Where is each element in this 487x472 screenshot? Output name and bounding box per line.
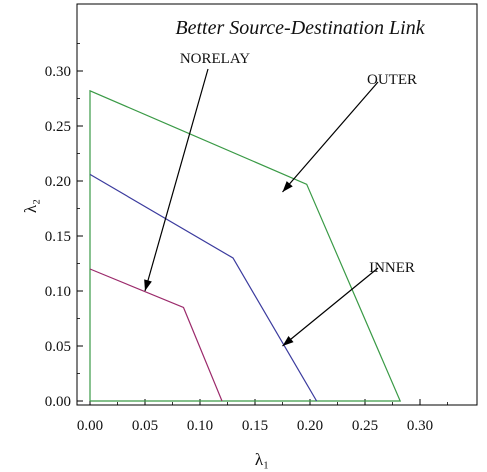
outer-annotation-label: OUTER xyxy=(367,72,417,88)
x-axis-label: λ₁ xyxy=(255,450,269,469)
inner-series-line xyxy=(89,173,318,402)
outer-series-line xyxy=(89,89,402,402)
plot-frame xyxy=(76,3,478,406)
y-axis: 0.00 0.05 0.10 0.15 0.20 0.25 0.30 xyxy=(45,43,83,410)
x-tick-label: 0.15 xyxy=(242,418,268,434)
y-tick-label: 0.10 xyxy=(45,284,71,300)
y-tick-label: 0.20 xyxy=(45,174,71,190)
y-tick-label: 0.15 xyxy=(45,229,71,245)
series-layer xyxy=(89,89,402,402)
x-tick-label: 0.25 xyxy=(352,418,378,434)
y-tick-label: 0.30 xyxy=(45,64,71,80)
x-tick-label: 0.30 xyxy=(407,418,433,434)
x-tick-label: 0.00 xyxy=(77,418,103,434)
x-tick-label: 0.05 xyxy=(132,418,158,434)
norelay-annotation-label: NORELAY xyxy=(180,51,250,67)
outer-arrow-line xyxy=(282,81,379,193)
annotation-layer: NORELAY OUTER INNER xyxy=(144,51,417,347)
inner-arrow-line xyxy=(282,267,379,347)
y-tick-label: 0.00 xyxy=(45,394,71,410)
x-tick-label: 0.20 xyxy=(297,418,323,434)
norelay-arrow-head xyxy=(144,279,152,291)
chart-title: Better Source-Destination Link xyxy=(175,17,425,39)
outer-arrow-head xyxy=(282,181,293,192)
x-tick-label: 0.10 xyxy=(187,418,213,434)
x-axis: 0.00 0.05 0.10 0.15 0.20 0.25 0.30 xyxy=(77,399,448,434)
inner-annotation-label: INNER xyxy=(369,260,415,276)
y-axis-label: λ₂ xyxy=(21,199,40,213)
norelay-arrow-line xyxy=(144,68,209,292)
y-tick-label: 0.25 xyxy=(45,119,71,135)
norelay-series-line xyxy=(89,268,223,402)
y-tick-label: 0.05 xyxy=(45,339,71,355)
inner-arrow-head xyxy=(282,335,294,346)
